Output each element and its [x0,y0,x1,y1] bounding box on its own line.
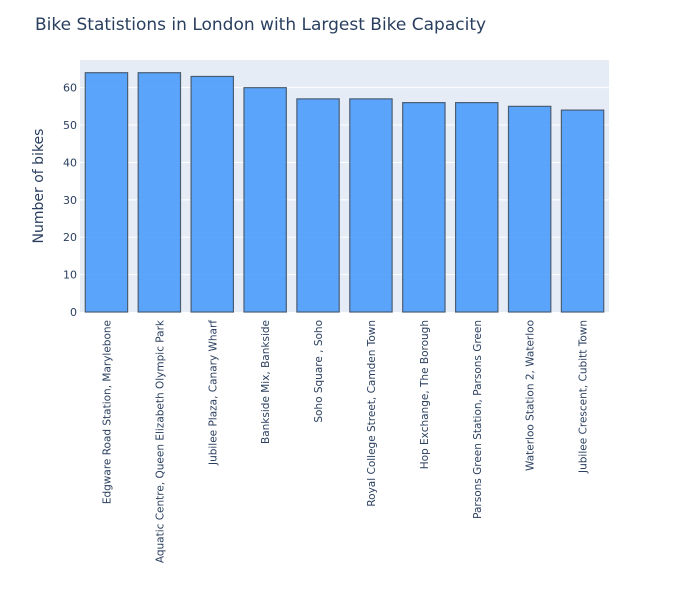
x-tick-label: Jubilee Crescent, Cubitt Town [578,320,590,474]
y-tick-label: 50 [63,119,77,132]
x-tick-label: Parsons Green Station, Parsons Green [472,320,484,519]
bar[interactable] [349,98,393,313]
y-tick-label: 30 [63,194,77,207]
x-axis-ticks: Edgware Road Station, Marylebone Aquatic … [101,319,589,563]
bar[interactable] [190,75,235,313]
bar[interactable] [507,105,552,313]
bar[interactable] [243,87,287,313]
x-tick-label: Edgware Road Station, Marylebone [101,320,113,504]
bar[interactable] [84,72,129,313]
x-tick-label: Royal College Street, Camden Town [366,320,378,507]
bar[interactable] [402,102,446,313]
y-tick-label: 40 [63,156,77,169]
chart-title: Bike Statistions in London with Largest … [35,15,486,35]
y-tick-label: 60 [63,82,77,95]
x-tick-label: Waterloo Station 2, Waterloo [525,320,537,471]
y-tick-label: 0 [70,306,77,319]
x-tick-label: Jubilee Plaza, Canary Wharf [207,320,219,466]
y-axis-title: Number of bikes [31,129,47,244]
bar[interactable] [137,72,182,313]
bars [84,72,605,313]
bar[interactable] [454,102,499,313]
x-tick-label: Hop Exchange, The Borough [419,320,431,469]
x-tick-label: Soho Square , Soho [313,320,325,423]
y-axis-ticks: 0 10 20 30 40 50 60 [63,82,77,319]
x-tick-label: Aquatic Centre, Queen Elizabeth Olympic … [154,319,166,563]
x-tick-label: Bankside Mix, Bankside [260,320,272,444]
bar[interactable] [296,98,340,313]
bar[interactable] [560,109,605,313]
y-tick-label: 10 [63,269,77,282]
y-tick-label: 20 [63,231,77,244]
